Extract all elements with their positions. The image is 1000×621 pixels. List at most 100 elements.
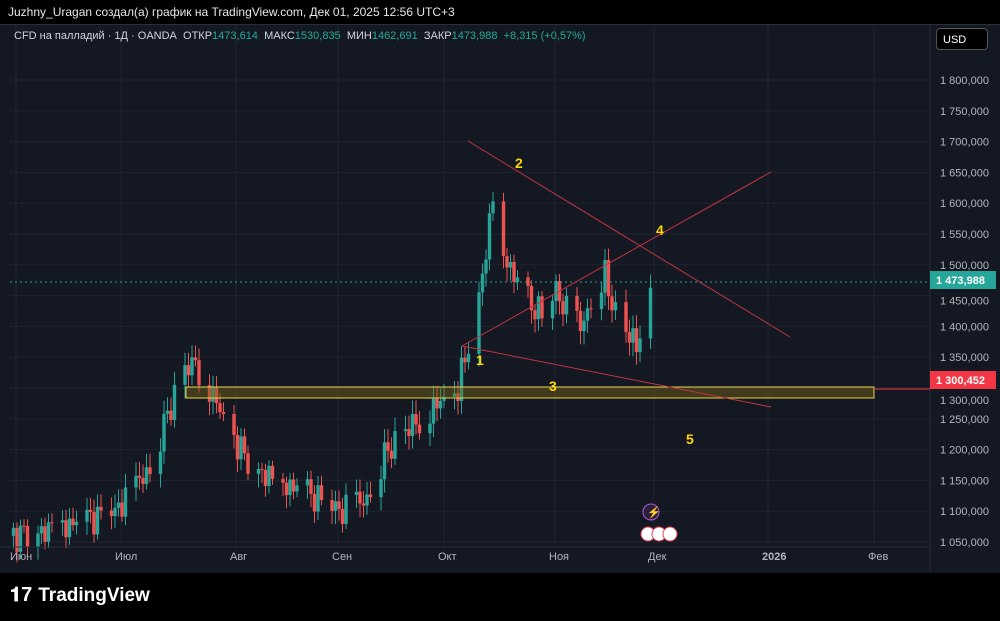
candle[interactable]: [116, 502, 121, 508]
candle[interactable]: [333, 501, 338, 511]
candle[interactable]: [221, 412, 226, 414]
support-zone[interactable]: [185, 386, 875, 399]
candle[interactable]: [144, 467, 149, 484]
candle[interactable]: [183, 365, 187, 385]
candle[interactable]: [284, 482, 289, 496]
candle[interactable]: [235, 434, 240, 460]
candle[interactable]: [582, 320, 586, 332]
candle[interactable]: [256, 469, 261, 474]
wave-label-1[interactable]: 1: [476, 352, 484, 368]
candle[interactable]: [15, 527, 19, 552]
candle[interactable]: [309, 479, 313, 494]
candle[interactable]: [428, 423, 432, 434]
candle[interactable]: [368, 494, 373, 498]
candle[interactable]: [585, 308, 590, 321]
candle[interactable]: [312, 493, 317, 512]
candle[interactable]: [193, 357, 198, 361]
candle[interactable]: [67, 518, 72, 538]
candle[interactable]: [319, 485, 324, 500]
candle[interactable]: [431, 398, 436, 424]
candle[interactable]: [526, 277, 530, 286]
candle[interactable]: [456, 393, 460, 401]
candle[interactable]: [599, 292, 604, 310]
candle[interactable]: [169, 410, 173, 420]
candle[interactable]: [64, 520, 68, 538]
candle[interactable]: [610, 296, 614, 311]
candle[interactable]: [288, 479, 292, 496]
candle[interactable]: [648, 287, 653, 339]
candle[interactable]: [39, 526, 44, 534]
wave-label-4[interactable]: 4: [656, 222, 664, 238]
candle[interactable]: [50, 522, 54, 524]
candle[interactable]: [165, 410, 170, 414]
candle[interactable]: [365, 494, 369, 506]
candle[interactable]: [624, 302, 628, 333]
candle[interactable]: [536, 296, 541, 320]
wave-label-2[interactable]: 2: [515, 155, 523, 171]
candle[interactable]: [505, 256, 509, 268]
candle[interactable]: [25, 525, 30, 547]
chart-pane[interactable]: [0, 24, 1000, 573]
candle[interactable]: [92, 511, 96, 535]
candle[interactable]: [120, 502, 124, 517]
candle[interactable]: [246, 453, 250, 474]
candle[interactable]: [438, 400, 443, 409]
candle[interactable]: [109, 510, 114, 517]
candle[interactable]: [74, 521, 79, 526]
candle[interactable]: [578, 310, 583, 332]
candle[interactable]: [512, 262, 516, 282]
candle[interactable]: [417, 424, 422, 434]
candle[interactable]: [414, 414, 418, 425]
candle[interactable]: [305, 479, 310, 486]
candle[interactable]: [137, 475, 142, 478]
candle[interactable]: [589, 308, 593, 310]
candle[interactable]: [85, 509, 89, 522]
candle[interactable]: [463, 357, 467, 363]
candle[interactable]: [606, 259, 611, 297]
candle[interactable]: [71, 518, 75, 526]
candle[interactable]: [484, 259, 488, 274]
candle[interactable]: [162, 413, 166, 452]
candle[interactable]: [113, 507, 117, 517]
trendline-lower[interactable]: [461, 345, 772, 408]
candle[interactable]: [197, 360, 201, 386]
candle[interactable]: [232, 413, 236, 435]
candle[interactable]: [99, 506, 103, 511]
candle[interactable]: [60, 520, 65, 523]
candle[interactable]: [330, 499, 334, 511]
candle[interactable]: [466, 353, 471, 363]
candle[interactable]: [442, 396, 446, 401]
candle[interactable]: [22, 525, 26, 527]
candle[interactable]: [141, 477, 145, 484]
candle[interactable]: [407, 429, 411, 437]
symbol-name[interactable]: CFD на палладий · 1Д · OANDA: [14, 30, 177, 42]
candle[interactable]: [533, 310, 537, 320]
candle[interactable]: [242, 436, 247, 454]
candle[interactable]: [627, 332, 632, 343]
candle[interactable]: [477, 292, 481, 354]
candle[interactable]: [18, 525, 23, 552]
candle[interactable]: [575, 295, 579, 311]
candle[interactable]: [491, 201, 495, 214]
candle[interactable]: [501, 201, 506, 257]
candle[interactable]: [354, 491, 359, 495]
candle[interactable]: [316, 485, 320, 512]
price-chart[interactable]: 1 2 3 4 5 1 800,000 1 750,000 1 700,000 1 6…: [0, 0, 1000, 572]
candle[interactable]: [634, 328, 639, 353]
candle[interactable]: [263, 469, 268, 486]
candle[interactable]: [631, 328, 635, 343]
candle[interactable]: [190, 357, 194, 376]
candle[interactable]: [480, 273, 485, 293]
candle[interactable]: [529, 285, 534, 311]
candle[interactable]: [382, 442, 387, 480]
candle[interactable]: [638, 338, 642, 353]
candle[interactable]: [158, 451, 163, 475]
candle[interactable]: [435, 398, 439, 409]
candle[interactable]: [46, 522, 51, 542]
candle[interactable]: [88, 509, 93, 512]
candle[interactable]: [603, 259, 607, 293]
candle[interactable]: [403, 429, 408, 432]
wave-label-5[interactable]: 5: [686, 431, 694, 447]
candle[interactable]: [11, 527, 16, 536]
candle[interactable]: [123, 487, 128, 517]
